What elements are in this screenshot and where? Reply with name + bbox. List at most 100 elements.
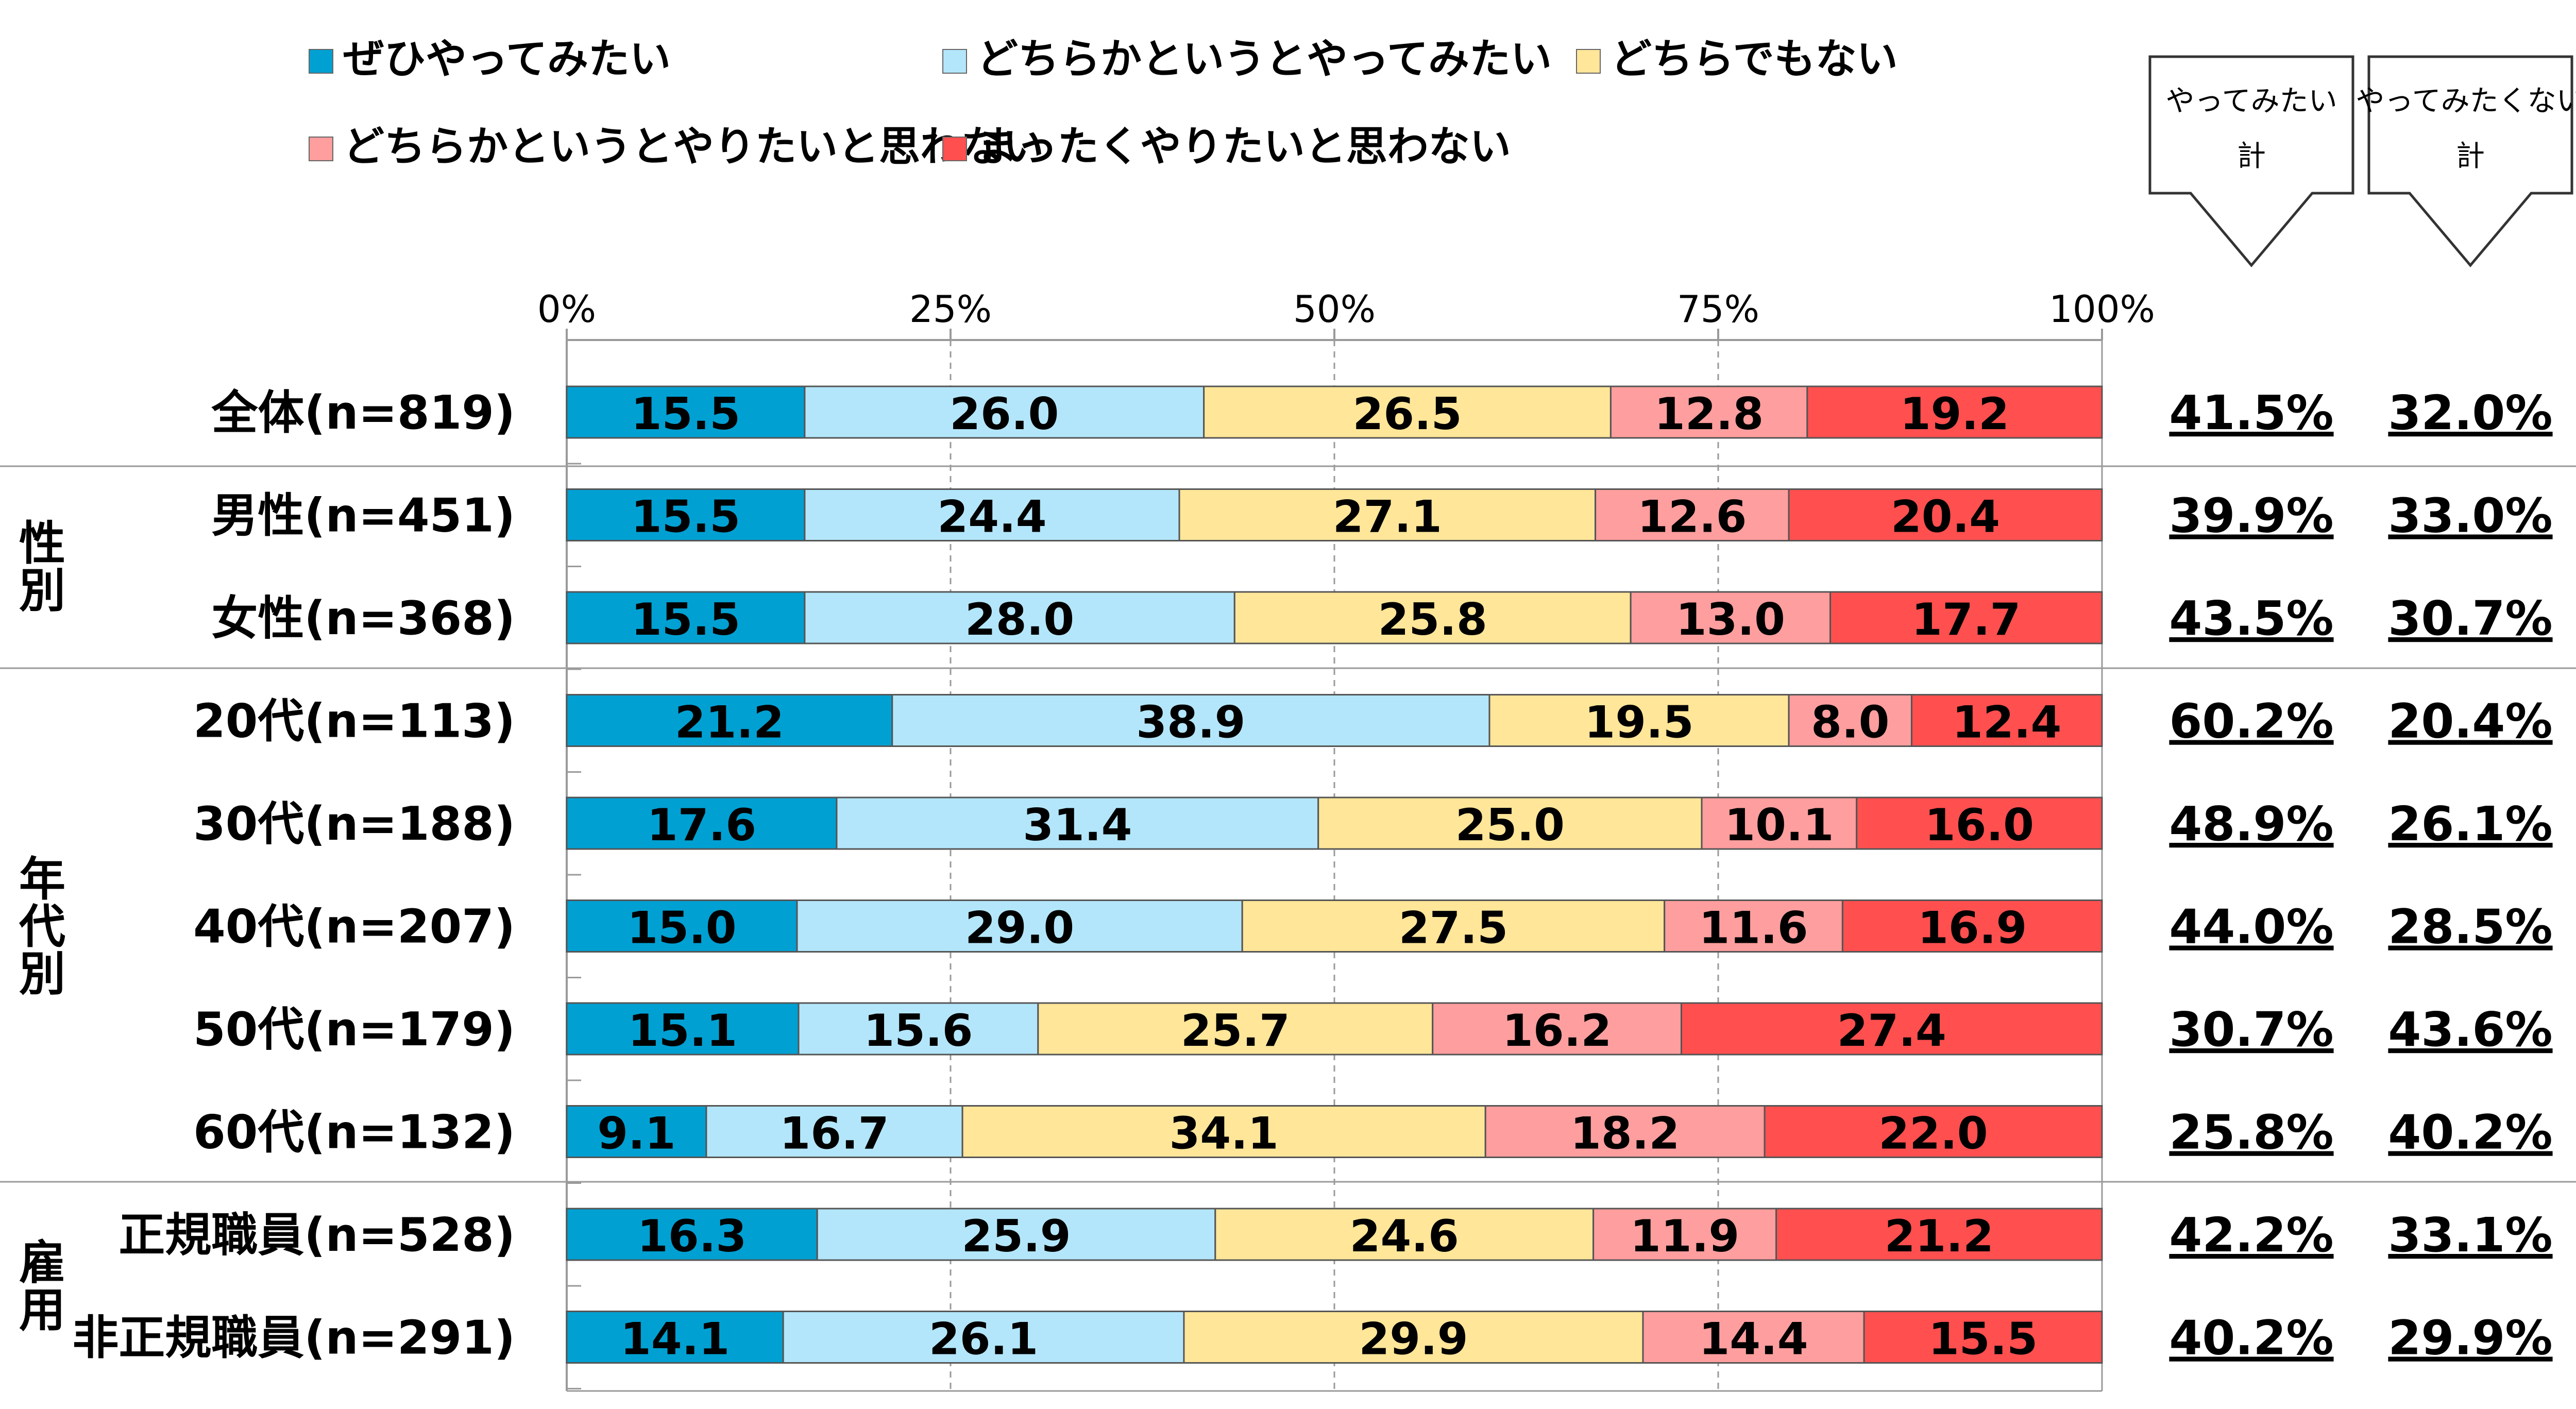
want-total-value: 44.0% (2169, 899, 2333, 955)
row-label: 60代(n=132) (193, 1106, 515, 1160)
bar-value-label: 28.0 (965, 594, 1074, 646)
legend-label: まったくやりたいと思わない (977, 123, 1511, 171)
x-tick-label: 0% (537, 287, 596, 331)
bar-segment (891, 694, 1490, 747)
bar-value-label: 25.8 (1378, 594, 1487, 646)
total-header-line1: やってみたい (2165, 84, 2337, 118)
bar-segment (1241, 899, 1666, 953)
bar-segment (1488, 694, 1790, 747)
x-tick-label: 25% (909, 287, 992, 331)
want-total-value: 60.2% (2169, 694, 2333, 749)
bar-segment (1595, 488, 1790, 541)
row-label: 全体(n=819) (211, 386, 515, 440)
bar-value-label: 27.5 (1399, 903, 1508, 954)
bar-segment (1856, 796, 2103, 850)
bar-value-label: 15.5 (631, 388, 740, 440)
row-label: 女性(n=368) (211, 591, 515, 646)
bar-value-label: 10.1 (1724, 800, 1834, 851)
bar-value-label: 29.9 (1359, 1314, 1468, 1365)
bar-value-label: 16.2 (1502, 1005, 1612, 1057)
bar-segment (1664, 899, 1843, 953)
row-label: 40代(n=207) (193, 900, 515, 954)
bar-value-label: 20.4 (1891, 491, 2000, 543)
bar-segment (1432, 1002, 1682, 1056)
bar-segment (566, 1208, 818, 1261)
not-want-total-value: 43.6% (2388, 1002, 2552, 1057)
group-label-char: 年 (19, 853, 65, 907)
bar-value-label: 11.9 (1630, 1211, 1739, 1262)
not-want-total-value: 32.0% (2388, 385, 2552, 440)
want-total-value: 42.2% (2169, 1208, 2333, 1263)
bar-value-label: 27.1 (1333, 491, 1442, 543)
bar-value-label: 19.5 (1584, 697, 1693, 749)
total-header-box (2148, 55, 2354, 267)
bar-value-label: 29.0 (965, 903, 1074, 954)
bar-value-label: 21.2 (675, 697, 784, 749)
want-total-value: 39.9% (2169, 488, 2333, 544)
bar-segment (804, 488, 1180, 541)
not-want-total-value: 33.0% (2388, 488, 2552, 544)
bar-segment (1788, 488, 2103, 541)
want-total-value: 30.7% (2169, 1002, 2333, 1057)
bar-value-label: 16.9 (1918, 903, 2027, 954)
group-label-char: 別 (19, 947, 65, 1001)
bar-segment (1642, 1311, 1865, 1364)
bar-value-label: 15.5 (1928, 1314, 2038, 1365)
bar-value-label: 12.6 (1637, 491, 1747, 543)
not-want-total-value: 33.1% (2388, 1208, 2552, 1263)
bar-segment (1609, 385, 1808, 439)
legend-swatch (942, 49, 967, 74)
legend-swatch (1576, 49, 1601, 74)
bar-segment (566, 694, 893, 747)
row-label: 正規職員(n=528) (118, 1208, 515, 1262)
bar-value-label: 26.5 (1352, 388, 1462, 440)
bar-value-label: 22.0 (1878, 1108, 1988, 1160)
bar-value-label: 31.4 (1023, 800, 1132, 851)
bar-value-label: 17.6 (647, 800, 756, 851)
bar-value-label: 14.1 (620, 1314, 730, 1365)
row-label: 20代(n=113) (193, 694, 515, 749)
group-label-char: 性 (19, 516, 65, 570)
group-label-char: 別 (19, 564, 65, 618)
bar-segment (796, 899, 1243, 953)
bar-value-label: 15.1 (628, 1005, 737, 1057)
want-total-value: 25.8% (2169, 1105, 2333, 1160)
bar-segment (1680, 1002, 2103, 1056)
bar-value-label: 17.7 (1911, 594, 2021, 646)
bars: 全体(n=819) 15.5 26.0 26.5 12.8 19.2 男性(n=451) 15… (72, 385, 2103, 1365)
total-header-line1: やってみたくない (2355, 84, 2576, 118)
totals-columns: 41.5% 32.0% 39.9% 33.0% 43.5% 30.7% 60.2% 20.4%… (2169, 385, 2552, 1366)
bar-value-label: 12.4 (1952, 697, 2061, 749)
legend-swatch (942, 137, 967, 161)
bar-value-label: 15.5 (631, 594, 740, 646)
bar-segment (816, 1208, 1216, 1261)
legend-label: どちらでもない (1611, 35, 1898, 83)
bar-value-label: 25.9 (961, 1211, 1071, 1262)
legend-swatch (309, 49, 333, 74)
legend-label: ぜひやってみたい (343, 35, 671, 83)
bar-value-label: 12.8 (1654, 388, 1764, 440)
bar-segment (1863, 1311, 2103, 1364)
bar-value-label: 9.1 (597, 1108, 675, 1160)
group-label-char: 用 (19, 1283, 65, 1337)
bar-value-label: 16.7 (779, 1108, 889, 1160)
row-label: 男性(n=451) (211, 489, 515, 543)
bar-value-label: 16.0 (1925, 800, 2034, 851)
bar-value-label: 8.0 (1811, 697, 1889, 749)
bar-value-label: 21.2 (1885, 1211, 1994, 1262)
bar-segment (804, 385, 1205, 439)
bar-segment (1592, 1208, 1777, 1261)
bar-value-label: 24.4 (937, 491, 1046, 543)
bar-value-label: 16.3 (637, 1211, 747, 1262)
bar-value-label: 25.7 (1181, 1005, 1290, 1057)
bar-segment (566, 385, 806, 439)
bar-segment (1630, 591, 1832, 644)
not-want-total-value: 40.2% (2388, 1105, 2552, 1160)
bar-segment (782, 1311, 1185, 1364)
bar-segment (1841, 899, 2103, 953)
bar-value-label: 13.0 (1676, 594, 1785, 646)
want-total-value: 43.5% (2169, 591, 2333, 646)
legend: ぜひやってみたい どちらかというとやってみたい どちらでもないどちらかというとやりた… (309, 35, 1898, 171)
